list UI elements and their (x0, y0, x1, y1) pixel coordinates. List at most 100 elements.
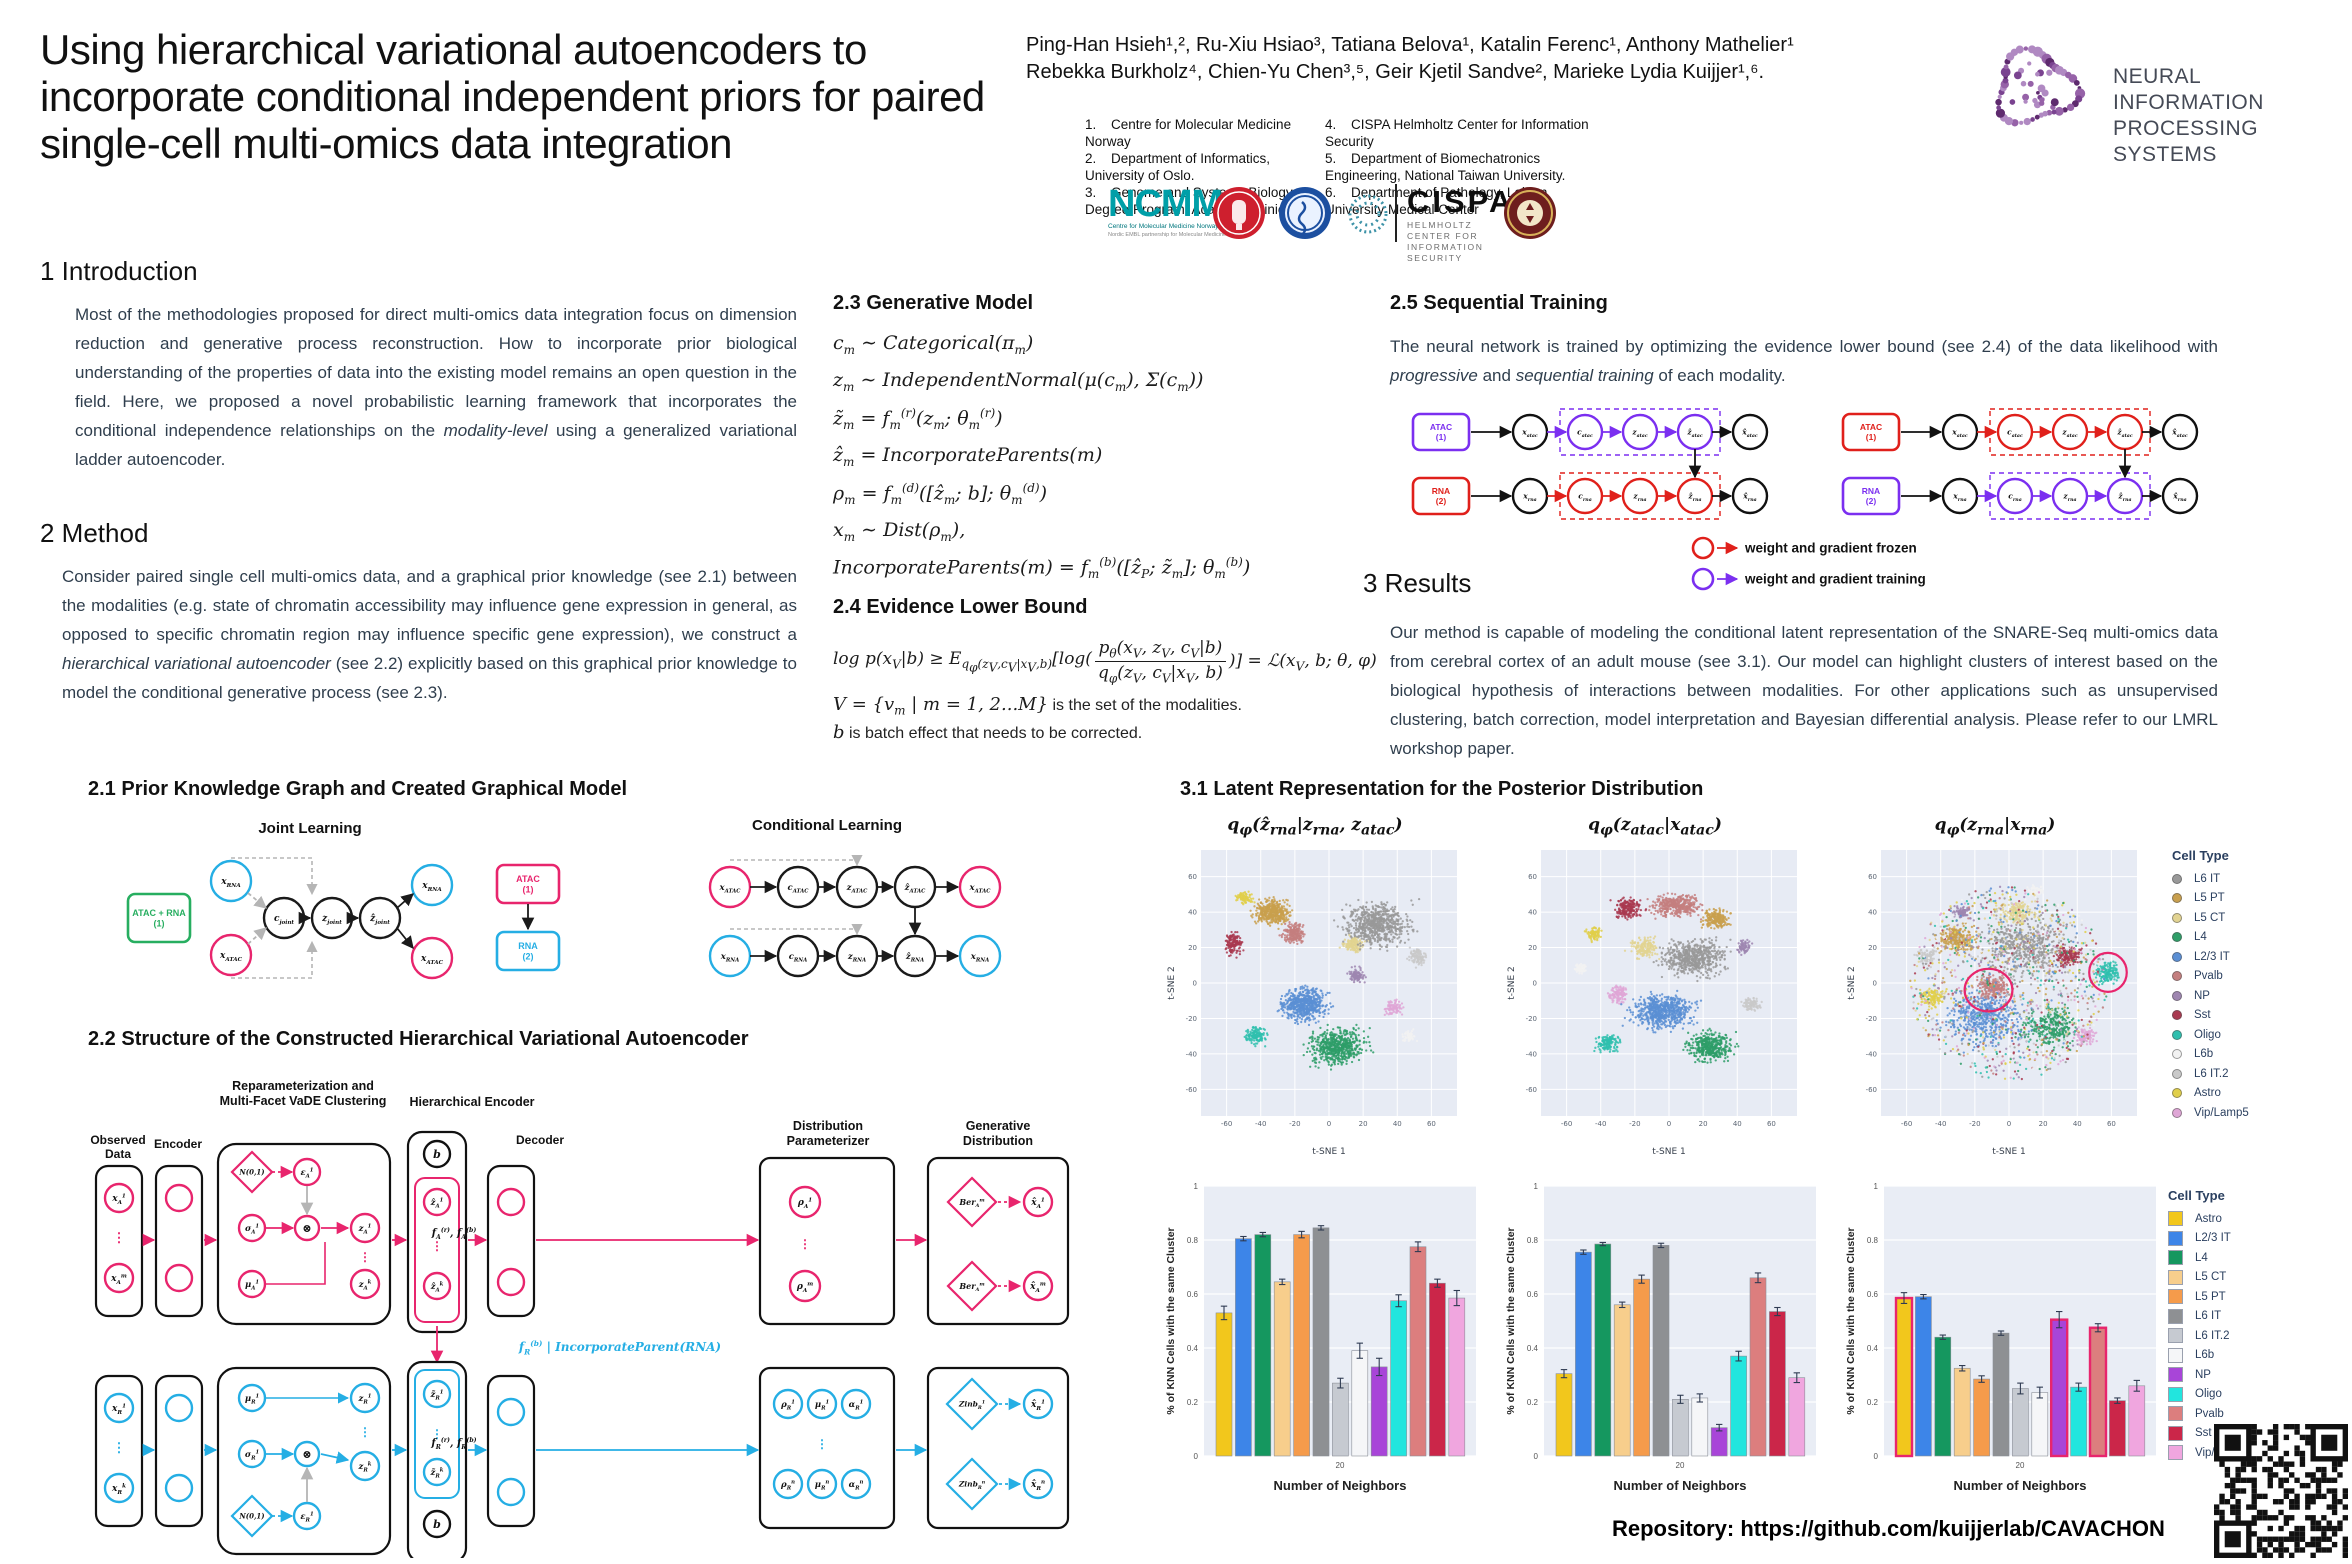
svg-text:Conditional Learning: Conditional Learning (752, 817, 902, 834)
elbo-note-2: b is batch effect that needs to be corre… (833, 722, 1143, 743)
bar-np (2049, 1318, 2069, 1458)
bar-legend-item: L2/3 IT (2168, 1229, 2250, 1249)
bar-l6b (1351, 1350, 1369, 1457)
svg-text:ZinbR1: ZinbR1 (958, 1399, 985, 1410)
bar-sst (2109, 1400, 2126, 1457)
svg-text:xA1: xA1 (111, 1193, 126, 1205)
bar-legend-item: L5 PT (2168, 1287, 2250, 1307)
svg-text:ρRn: ρRn (780, 1479, 795, 1491)
svg-text:ATAC: ATAC (516, 874, 540, 884)
generative-equation-5: ρm = fm(d)([ẑm; b]; θm(d)) (833, 480, 1048, 507)
svg-text:⊗: ⊗ (302, 1448, 311, 1461)
cispa-swirl-icon (1348, 194, 1388, 234)
tsne-legend-item: Oligo (2172, 1025, 2249, 1045)
s31-heading: 3.1 Latent Representation for the Poster… (1180, 778, 1704, 800)
bar-legend-item: Pvalb (2168, 1404, 2250, 1424)
svg-text:0.2: 0.2 (1867, 1398, 1879, 1407)
bar-l6-it (1652, 1245, 1670, 1457)
bar-pvalb (1409, 1246, 1427, 1457)
bar-cell-type-legend: Cell Type Astro L2/3 IT L4 L5 CT L5 PT L6 IT L6… (2168, 1188, 2250, 1463)
uio-seal-logo (1213, 187, 1265, 239)
generative-equation-7: IncorporateParents(m) = fm(b)([ẑP; z̃m];… (833, 555, 1251, 582)
tsne-legend-title: Cell Type (2172, 848, 2229, 863)
svg-text:0: 0 (1194, 1452, 1199, 1461)
results-paragraph: Our method is capable of modeling the co… (1390, 623, 2218, 758)
svg-text:(1): (1) (154, 919, 165, 929)
bar-oligo (2070, 1386, 2087, 1457)
svg-text:fR(b) | IncorporateParent(RNA): fR(b) | IncorporateParent(RNA) (518, 1339, 721, 1357)
intro-paragraph: Most of the methodologies proposed for d… (75, 305, 797, 469)
repository-link[interactable]: Repository: https://github.com/kuijjerla… (1612, 1516, 2165, 1541)
svg-text:Joint Learning: Joint Learning (258, 820, 361, 837)
svg-text:x̂Rn: x̂Rn (1030, 1479, 1045, 1492)
bar-astro (1215, 1312, 1233, 1457)
tsne-legend-item: L6 IT (2172, 869, 2249, 889)
svg-text:x̂R1: x̂R1 (1030, 1399, 1045, 1412)
svg-text:z̃Rk: z̃Rk (430, 1467, 444, 1480)
bar-l6-it-2 (1332, 1382, 1349, 1457)
svg-text:0: 0 (1534, 1452, 1539, 1461)
tsne-legend-item: L6 IT.2 (2172, 1064, 2249, 1084)
svg-text:0.8: 0.8 (1187, 1236, 1199, 1245)
affiliation-item: 6. Department of Pathology, Leiden Univer… (1325, 185, 1548, 217)
svg-text:Number of Neighbors: Number of Neighbors (1954, 1478, 2087, 1493)
svg-text:RNA: RNA (1432, 486, 1450, 496)
tsne-title-2: qφ(zatac|xatac) (1588, 815, 1722, 839)
svg-text:b: b (433, 1518, 441, 1531)
svg-text:0.6: 0.6 (1867, 1290, 1879, 1299)
svg-text:(2): (2) (1436, 496, 1447, 506)
qr-code (2214, 1424, 2348, 1558)
bar1-svg: 0 0.2 0.4 0.6 0.8 1 20 Number of Neighbors % of … (1165, 1182, 1476, 1493)
svg-text:ATAC + RNA: ATAC + RNA (132, 908, 186, 918)
svg-text:% of KNN Cells with the same C: % of KNN Cells with the same Cluster (1165, 1227, 1177, 1414)
svg-text:zA1: zA1 (358, 1223, 372, 1235)
svg-text:σR1: σR1 (245, 1449, 259, 1461)
bar-legend-item: Oligo (2168, 1385, 2250, 1405)
bar-astro (1894, 1296, 1914, 1458)
svg-text:⋮: ⋮ (799, 1237, 811, 1251)
svg-text:cRNA: cRNA (789, 952, 808, 964)
svg-text:catac: catac (1577, 428, 1593, 439)
svg-text:ρR1: ρR1 (780, 1399, 795, 1411)
svg-text:αR1: αR1 (849, 1399, 864, 1411)
svg-text:zRk: zRk (358, 1461, 372, 1473)
method-paragraph: Consider paired single cell multi-omics … (62, 567, 797, 702)
tsne-legend-item: Sst (2172, 1006, 2249, 1026)
svg-text:ρA1: ρA1 (797, 1197, 812, 1209)
bar3-svg: 0 0.2 0.4 0.6 0.8 1 20 Number of Neighbors % of … (1845, 1182, 2156, 1493)
svg-text:Encoder: Encoder (154, 1137, 202, 1151)
bar-oligo (1390, 1300, 1407, 1457)
bar-vip-lamp5 (2128, 1385, 2146, 1457)
svg-text:fA(r), fA(b): fA(r), fA(b) (431, 1227, 477, 1241)
svg-text:0.6: 0.6 (1527, 1290, 1539, 1299)
authors-line-1: Ping-Han Hsieh¹,², Ru-Xiu Hsiao³, Tatian… (1026, 34, 1794, 56)
svg-text:0.4: 0.4 (1867, 1344, 1879, 1353)
svg-text:xatac: xatac (1521, 428, 1538, 439)
svg-text:x̂rna: x̂rna (2172, 492, 2186, 503)
tsne-legend-item: NP (2172, 986, 2249, 1006)
svg-text:xrna: xrna (1952, 492, 1966, 503)
elbo-note-1: V = {vm | m = 1, 2...M} is the set of th… (833, 694, 1242, 718)
svg-text:⋮: ⋮ (431, 1427, 443, 1441)
svg-text:(2): (2) (1866, 496, 1877, 506)
svg-text:x̂atac: x̂atac (2171, 428, 2188, 439)
bar-l6-it (1312, 1227, 1330, 1457)
knn-bar-chart-2: 0 0.2 0.4 0.6 0.8 1 20 Number of Neighbors % of … (1502, 1172, 1832, 1512)
svg-text:Decoder: Decoder (516, 1133, 564, 1147)
svg-text:zatac: zatac (1631, 428, 1648, 439)
svg-text:catac: catac (2007, 428, 2023, 439)
tsne-legend-item: L5 CT (2172, 908, 2249, 928)
bar-legend-item: L5 CT (2168, 1268, 2250, 1288)
neurips-swirl-icon (1995, 45, 2086, 127)
svg-text:0.4: 0.4 (1527, 1344, 1539, 1353)
bar-l6-it-2 (1672, 1399, 1689, 1457)
bar-np (1370, 1366, 1388, 1457)
svg-text:N(0,1): N(0,1) (238, 1167, 264, 1176)
svg-text:μR1: μR1 (245, 1393, 259, 1405)
svg-text:⋮: ⋮ (113, 1230, 126, 1245)
svg-text:(1): (1) (523, 885, 534, 895)
